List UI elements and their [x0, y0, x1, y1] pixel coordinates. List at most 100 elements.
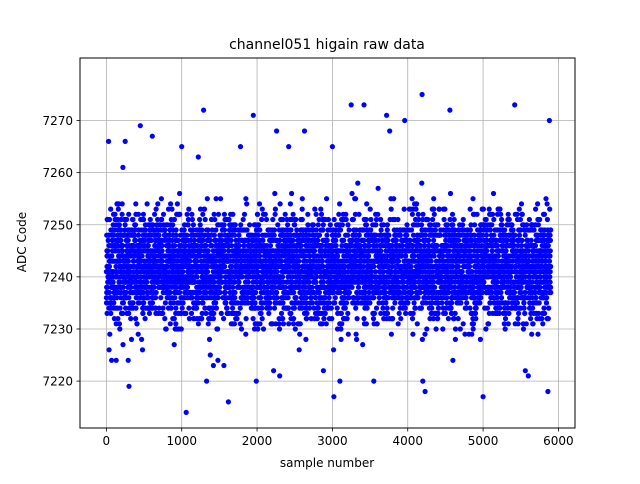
data-point	[156, 233, 161, 238]
data-point	[222, 222, 227, 227]
data-point	[354, 337, 359, 342]
data-point	[305, 222, 310, 227]
data-point	[344, 300, 349, 305]
data-point	[108, 311, 113, 316]
data-point	[208, 238, 213, 243]
data-point	[260, 316, 265, 321]
data-point	[236, 233, 241, 238]
data-point	[415, 321, 420, 326]
data-point	[410, 212, 415, 217]
data-point	[152, 212, 157, 217]
data-point	[194, 274, 199, 279]
data-point	[126, 238, 131, 243]
data-point	[453, 337, 458, 342]
data-point	[154, 290, 159, 295]
data-point	[305, 212, 310, 217]
data-point	[339, 337, 344, 342]
data-point	[258, 295, 263, 300]
data-point	[177, 212, 182, 217]
data-point	[259, 306, 264, 311]
data-point	[174, 227, 179, 232]
data-point	[432, 212, 437, 217]
data-point	[126, 295, 131, 300]
data-point	[420, 337, 425, 342]
data-point	[214, 306, 219, 311]
data-point	[182, 227, 187, 232]
data-point	[379, 227, 384, 232]
data-point	[133, 316, 138, 321]
data-point	[442, 217, 447, 222]
data-point	[335, 306, 340, 311]
data-point	[345, 311, 350, 316]
data-point	[385, 306, 390, 311]
data-point	[420, 212, 425, 217]
data-point	[257, 253, 262, 258]
data-point	[111, 280, 116, 285]
data-point	[288, 311, 293, 316]
data-point	[221, 248, 226, 253]
data-point	[337, 201, 342, 206]
data-point	[323, 311, 328, 316]
data-point	[168, 321, 173, 326]
data-point	[321, 280, 326, 285]
data-point	[274, 290, 279, 295]
data-point	[353, 196, 358, 201]
data-point	[164, 326, 169, 331]
data-point	[148, 217, 153, 222]
data-point	[321, 316, 326, 321]
data-point	[216, 295, 221, 300]
data-point	[367, 300, 372, 305]
data-point	[268, 243, 273, 248]
data-point	[350, 285, 355, 290]
data-point	[212, 217, 217, 222]
data-point	[429, 259, 434, 264]
data-point	[478, 295, 483, 300]
data-point	[286, 321, 291, 326]
data-point	[385, 311, 390, 316]
data-point	[286, 295, 291, 300]
data-point	[270, 217, 275, 222]
data-point	[389, 207, 394, 212]
data-point	[419, 306, 424, 311]
data-point	[431, 280, 436, 285]
data-point	[133, 222, 138, 227]
data-point	[232, 290, 237, 295]
data-point	[212, 233, 217, 238]
data-point	[152, 285, 157, 290]
data-point	[410, 316, 415, 321]
data-point	[147, 311, 152, 316]
data-point	[385, 222, 390, 227]
data-point	[349, 191, 354, 196]
data-point	[222, 227, 227, 232]
data-point	[396, 321, 401, 326]
data-point	[319, 212, 324, 217]
data-point	[177, 290, 182, 295]
data-point	[267, 306, 272, 311]
data-point	[433, 227, 438, 232]
data-point	[206, 321, 211, 326]
data-point	[346, 332, 351, 337]
data-point	[374, 306, 379, 311]
data-point	[291, 321, 296, 326]
data-point	[242, 212, 247, 217]
data-point	[107, 217, 112, 222]
data-point	[436, 306, 441, 311]
data-point	[237, 243, 242, 248]
data-point	[297, 332, 302, 337]
data-point	[229, 238, 234, 243]
data-point	[223, 300, 228, 305]
data-point	[126, 259, 131, 264]
data-point	[226, 217, 231, 222]
data-point	[376, 186, 381, 191]
data-point	[111, 300, 116, 305]
data-point	[439, 300, 444, 305]
data-point	[159, 243, 164, 248]
data-point	[461, 321, 466, 326]
data-point	[120, 201, 125, 206]
data-point	[172, 217, 177, 222]
data-point	[344, 217, 349, 222]
data-point	[416, 238, 421, 243]
data-point	[161, 212, 166, 217]
data-point	[141, 300, 146, 305]
data-point	[172, 295, 177, 300]
